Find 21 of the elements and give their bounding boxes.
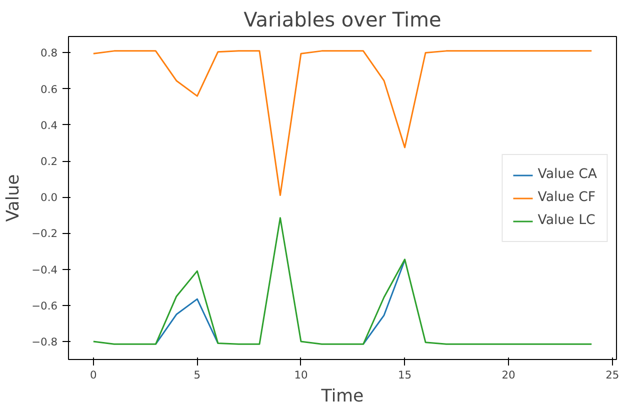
y-tick-label: 0.0 — [40, 191, 58, 204]
y-tick-label: 0.6 — [40, 82, 58, 96]
y-tick-label: −0.8 — [32, 335, 58, 348]
x-tick-label: 5 — [194, 368, 201, 382]
legend-label: Value CF — [538, 190, 596, 205]
y-tick-label: 0.2 — [40, 155, 58, 168]
y-tick-label: 0.8 — [40, 46, 58, 60]
x-tick-label: 10 — [294, 368, 308, 382]
y-tick-label: 0.4 — [40, 118, 58, 132]
x-tick-label: 20 — [502, 368, 516, 382]
y-tick-label: −0.2 — [32, 227, 58, 240]
y-tick-label: −0.4 — [32, 263, 58, 276]
y-tick-label: −0.6 — [32, 299, 58, 312]
x-axis-title: Time — [320, 386, 364, 406]
x-tick-label: 0 — [90, 368, 98, 382]
chart-title: Variables over Time — [244, 8, 442, 32]
legend-label: Value CA — [538, 167, 597, 182]
legend-label: Value LC — [538, 213, 596, 228]
x-tick-label: 15 — [398, 368, 412, 382]
x-tick-label: 25 — [606, 368, 620, 382]
y-axis-title: Value — [4, 174, 24, 222]
